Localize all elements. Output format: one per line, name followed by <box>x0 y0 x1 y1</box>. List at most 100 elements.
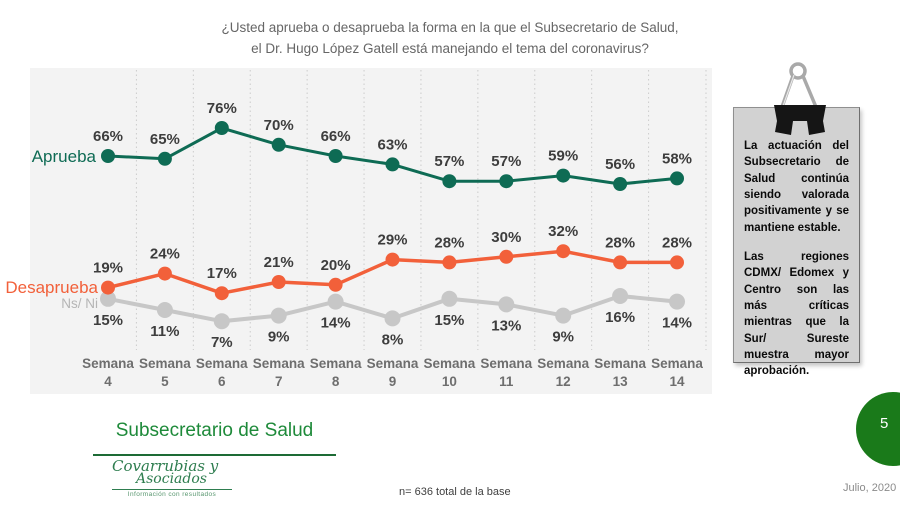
value-label: 9% <box>268 329 290 346</box>
logo-line1: Covarrubias y <box>112 457 219 475</box>
data-point-marker <box>156 302 173 318</box>
x-axis-labels: Semana 4 Semana 5 Semana 6 Semana 7 Semana 8 Seman… <box>82 356 703 389</box>
data-point-marker <box>613 177 628 191</box>
x-tick-prefix: Semana <box>196 356 248 371</box>
data-point-marker <box>157 266 172 281</box>
value-label: 14% <box>662 315 692 332</box>
value-label: 57% <box>434 153 464 170</box>
data-point-marker <box>328 277 343 292</box>
binder-clip-icon <box>774 62 826 135</box>
data-point-marker <box>612 288 629 304</box>
slide-date: Julio, 2020 <box>843 482 897 494</box>
x-tick-prefix: Semana <box>424 356 476 371</box>
value-label: 63% <box>377 136 407 153</box>
data-point-marker <box>556 244 571 259</box>
data-point-marker <box>498 296 515 313</box>
logo-rule <box>112 489 232 490</box>
note-paragraph-2: Las regiones CDMX/ Edomex y Centro son l… <box>744 250 849 378</box>
data-point-marker <box>499 249 514 264</box>
data-point-marker <box>669 293 685 310</box>
x-tick-value: 11 <box>499 374 514 389</box>
value-label: 57% <box>491 153 521 170</box>
value-label: 58% <box>662 150 692 167</box>
data-point-marker <box>271 137 286 152</box>
data-point-marker <box>442 174 457 189</box>
series-ns-ni <box>100 288 685 330</box>
data-point-marker <box>613 255 628 270</box>
value-label: 13% <box>491 317 521 334</box>
x-tick-prefix: Semana <box>537 356 589 371</box>
x-tick-value: 9 <box>389 374 397 389</box>
section-title: Subsecretario de Salud <box>115 420 314 441</box>
x-tick-prefix: Semana <box>82 356 134 371</box>
value-label: 24% <box>150 246 180 263</box>
x-tick-prefix: Semana <box>367 356 419 371</box>
x-tick-prefix: Semana <box>651 356 703 371</box>
logo-line2: Asociados <box>136 471 207 487</box>
data-point-marker <box>327 293 344 310</box>
value-labels: 66% 65% 76% 70% 66% 63% 57% 57% 59% 56% 58% 19% 24% 1… <box>93 100 692 351</box>
value-label: 15% <box>93 312 123 329</box>
value-label: 7% <box>211 334 233 351</box>
value-label: 32% <box>548 223 578 240</box>
value-label: 29% <box>377 232 407 249</box>
data-point-marker <box>157 151 172 166</box>
value-label: 59% <box>548 148 578 165</box>
company-logo: Covarrubias y Asociados Información con … <box>112 459 252 498</box>
value-label: 20% <box>321 257 351 274</box>
value-label: 19% <box>93 260 123 277</box>
value-label: 8% <box>382 331 404 348</box>
x-tick-prefix: Semana <box>310 356 362 371</box>
data-point-marker <box>214 121 229 135</box>
data-point-marker <box>270 307 287 324</box>
data-point-marker <box>101 280 115 295</box>
data-point-marker <box>499 174 514 189</box>
value-label: 15% <box>434 312 464 329</box>
data-point-marker <box>101 149 115 163</box>
gridlines <box>135 70 707 350</box>
value-label: 28% <box>434 234 464 251</box>
page-number-badge: 5 <box>856 392 900 466</box>
x-tick-value: 12 <box>556 374 571 389</box>
value-label: 28% <box>662 234 692 251</box>
data-point-marker <box>384 310 401 327</box>
value-label: 9% <box>552 329 574 346</box>
x-tick-prefix: Semana <box>594 356 646 371</box>
value-label: 70% <box>264 117 294 134</box>
chart-canvas: Semana 4 Semana 5 Semana 6 Semana 7 Semana 8 Seman… <box>5 68 712 394</box>
x-tick-value: 10 <box>442 374 457 389</box>
series-desaprueba <box>101 244 684 301</box>
x-tick-value: 5 <box>161 374 169 389</box>
section-title-underline <box>93 454 336 456</box>
value-label: 11% <box>150 323 179 340</box>
value-label: 76% <box>207 100 237 117</box>
x-tick-value: 14 <box>669 374 685 389</box>
value-label: 16% <box>605 309 635 326</box>
value-label: 30% <box>491 229 521 246</box>
x-tick-prefix: Semana <box>253 356 305 371</box>
series-name-label: Ns/ Ni <box>61 296 98 311</box>
insight-note-box: La actuación del Subsecretario de Salud … <box>733 107 860 377</box>
value-label: 66% <box>93 128 123 145</box>
survey-question-line1: ¿Usted aprueba o desaprueba la forma en … <box>221 20 679 35</box>
data-point-marker <box>670 171 684 186</box>
data-point-marker <box>442 255 457 270</box>
data-point-marker <box>271 275 286 289</box>
x-tick-value: 8 <box>332 374 340 389</box>
survey-question: ¿Usted aprueba o desaprueba la forma en … <box>150 18 750 60</box>
value-label: 28% <box>605 234 635 251</box>
data-point-marker <box>555 307 572 324</box>
page-number: 5 <box>880 415 889 432</box>
data-point-marker <box>670 255 684 270</box>
value-label: 17% <box>207 265 237 282</box>
x-tick-value: 7 <box>275 374 283 389</box>
data-point-marker <box>556 168 571 183</box>
x-tick-value: 6 <box>218 374 226 389</box>
data-point-marker <box>385 252 400 267</box>
x-tick-value: 4 <box>104 374 112 389</box>
data-point-marker <box>214 286 229 301</box>
x-tick-prefix: Semana <box>139 356 191 371</box>
data-point-marker <box>213 313 230 330</box>
series-name-label: Desaprueba <box>5 278 98 297</box>
